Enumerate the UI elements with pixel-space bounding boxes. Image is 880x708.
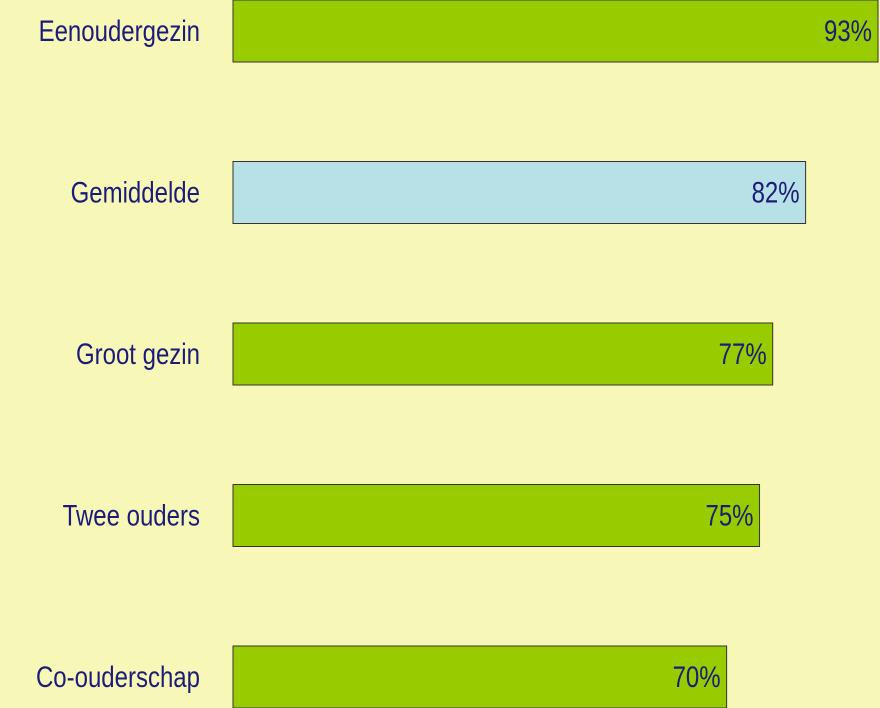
bar bbox=[232, 645, 728, 708]
value-label: 82% bbox=[752, 175, 800, 209]
category-label: Groot gezin bbox=[76, 336, 200, 370]
bar bbox=[232, 0, 879, 63]
bar bbox=[232, 484, 761, 547]
category-label: Twee ouders bbox=[63, 498, 200, 532]
bar bbox=[232, 161, 807, 224]
value-label: 77% bbox=[719, 336, 767, 370]
category-label: Co-ouderschap bbox=[36, 659, 200, 693]
value-label: 75% bbox=[706, 498, 754, 532]
category-label: Gemiddelde bbox=[71, 175, 200, 209]
value-label: 93% bbox=[824, 13, 872, 47]
value-label: 70% bbox=[673, 659, 721, 693]
category-label: Eenoudergezin bbox=[39, 13, 200, 47]
bar bbox=[232, 322, 774, 386]
